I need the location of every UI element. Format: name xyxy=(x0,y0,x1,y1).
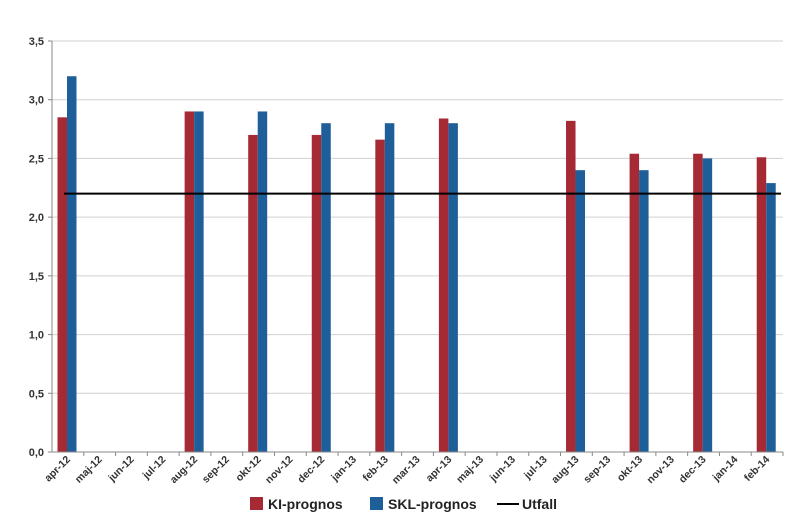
x-tick-label: feb-13 xyxy=(360,454,390,484)
bar-skl-prognos-dec-12 xyxy=(321,123,331,452)
x-tick-label: jun-12 xyxy=(106,454,137,485)
y-tick-label: 2,0 xyxy=(29,212,44,224)
x-tick-label: apr-12 xyxy=(42,454,73,485)
bar-skl-prognos-apr-13 xyxy=(448,123,458,452)
y-tick-label: 1,0 xyxy=(29,330,44,342)
legend: KI-prognos SKL-prognos Utfall xyxy=(250,496,557,512)
x-tick-label: jul-13 xyxy=(521,454,550,483)
x-tick-label: maj-12 xyxy=(73,454,105,486)
legend-swatch-skl-prognos xyxy=(370,497,383,510)
x-tick-label: apr-13 xyxy=(424,454,455,485)
x-tick-label: jan-13 xyxy=(328,454,359,485)
bar-ki-prognos-dec-13 xyxy=(693,153,703,452)
bar-ki-prognos-dec-12 xyxy=(311,134,322,452)
bar-ki-prognos-feb-14 xyxy=(756,157,767,453)
x-tick-label: sep-13 xyxy=(581,454,613,486)
legend-label-utfall: Utfall xyxy=(522,496,557,512)
bar-skl-prognos-dec-13 xyxy=(702,158,713,452)
x-tick-label: feb-14 xyxy=(742,454,772,484)
bar-ki-prognos-aug-13 xyxy=(566,120,576,452)
x-axis: apr-12 maj-12 jun-12 jul-12 aug-12 sep-12 okt-… xyxy=(42,451,784,487)
bar-ki-prognos-aug-12 xyxy=(184,111,195,452)
x-tick-label: mar-13 xyxy=(390,454,423,487)
legend-swatch-ki-prognos xyxy=(250,497,263,510)
bar-ki-prognos-apr-12 xyxy=(57,117,67,452)
bars xyxy=(57,76,776,453)
legend-label-skl-prognos: SKL-prognos xyxy=(388,496,477,512)
bar-skl-prognos-apr-12 xyxy=(67,76,77,452)
bar-ki-prognos-okt-13 xyxy=(629,153,640,452)
x-tick-label: nov-12 xyxy=(263,454,296,487)
bar-skl-prognos-okt-12 xyxy=(257,111,268,452)
x-tick-label: jun-13 xyxy=(487,454,518,485)
x-tick-label: jul-12 xyxy=(140,454,169,483)
x-tick-label: dec-13 xyxy=(677,454,709,486)
bar-skl-prognos-aug-12 xyxy=(194,111,204,452)
x-tick-label: aug-13 xyxy=(549,454,582,487)
y-tick-label: 1,5 xyxy=(29,271,44,283)
bar-skl-prognos-okt-13 xyxy=(639,170,649,452)
x-tick-label: dec-12 xyxy=(295,454,327,486)
y-axis: 0,0 0,5 1,0 1,5 2,0 2,5 3,0 3,5 xyxy=(29,36,53,459)
x-tick-label: aug-12 xyxy=(168,454,201,487)
x-tick-label: jan-14 xyxy=(710,454,741,485)
y-tick-label: 3,0 xyxy=(29,95,44,107)
x-tick-label: okt-13 xyxy=(615,454,645,484)
y-tick-label: 2,5 xyxy=(29,153,44,165)
bar-skl-prognos-feb-14 xyxy=(766,183,776,453)
x-tick-label: nov-13 xyxy=(644,454,677,487)
x-tick-label: maj-13 xyxy=(454,454,486,486)
bar-ki-prognos-feb-13 xyxy=(375,139,385,452)
x-tick-label: okt-12 xyxy=(233,454,263,484)
gridlines xyxy=(52,40,783,453)
bar-skl-prognos-aug-13 xyxy=(575,170,586,452)
bar-ki-prognos-apr-13 xyxy=(438,118,449,452)
y-tick-label: 3,5 xyxy=(29,36,44,48)
y-tick-label: 0,5 xyxy=(29,388,44,400)
legend-label-ki-prognos: KI-prognos xyxy=(268,496,343,512)
y-tick-label: 0,0 xyxy=(29,447,44,459)
x-tick-label: sep-12 xyxy=(200,454,232,486)
bar-ki-prognos-okt-12 xyxy=(248,134,258,452)
bar-skl-prognos-feb-13 xyxy=(384,123,395,452)
